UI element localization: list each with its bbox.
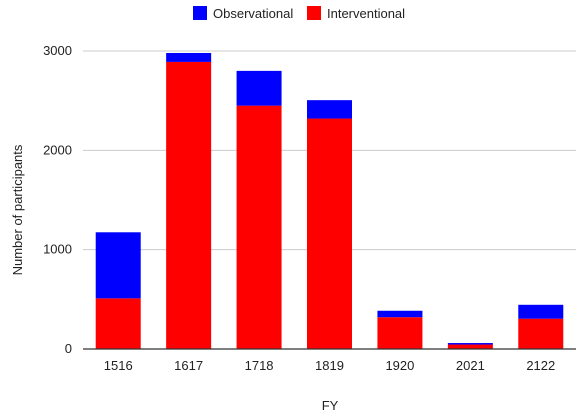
bar-observational-2122 (518, 304, 564, 319)
x-tick-label: 1718 (245, 358, 274, 373)
legend-label-observational: Observational (213, 6, 293, 21)
bar-observational-1920 (377, 310, 423, 318)
bar-interventional-1920 (377, 317, 423, 349)
legend: Observational Interventional (193, 6, 405, 21)
axes: 0 1000 2000 3000 1516 1617 1718 1819 1920 2021 212… (43, 43, 576, 373)
y-tick-label: 1000 (43, 242, 72, 257)
bar-interventional-2122 (518, 318, 564, 349)
x-axis-title: FY (322, 398, 339, 413)
bar-observational-1516 (95, 232, 141, 299)
bar-interventional-2021 (447, 344, 493, 349)
y-axis-title: Number of participants (10, 144, 25, 275)
bar-interventional-1819 (307, 118, 352, 350)
x-tick-label: 2122 (526, 358, 555, 373)
x-tick-label: 1617 (174, 358, 203, 373)
bar-interventional-1718 (236, 105, 282, 349)
bars (95, 52, 564, 350)
bar-observational-1617 (166, 52, 212, 62)
bar-interventional-1617 (166, 61, 212, 349)
x-tick-label: 1920 (385, 358, 414, 373)
legend-label-interventional: Interventional (327, 6, 405, 21)
y-tick-label: 0 (65, 341, 72, 356)
legend-swatch-interventional (307, 6, 321, 20)
bar-observational-1718 (236, 70, 282, 106)
bar-observational-2021 (447, 343, 493, 345)
x-tick-label: 1819 (315, 358, 344, 373)
legend-swatch-observational (193, 6, 207, 20)
y-tick-label: 3000 (43, 43, 72, 58)
x-tick-label: 1516 (104, 358, 133, 373)
y-tick-label: 2000 (43, 142, 72, 157)
bar-interventional-1516 (95, 298, 141, 349)
bar-observational-1819 (307, 100, 352, 119)
x-tick-label: 2021 (456, 358, 485, 373)
